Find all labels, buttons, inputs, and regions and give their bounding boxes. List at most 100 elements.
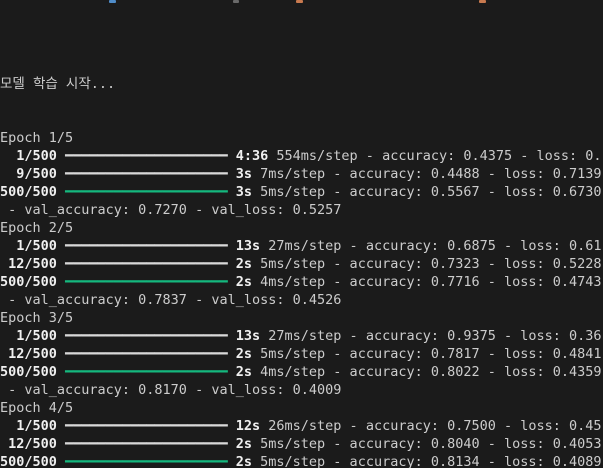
spacer xyxy=(57,418,65,434)
spacer xyxy=(57,346,65,362)
step-counter: 500/500 xyxy=(0,364,57,380)
progress-bar: ━━━━━━━━━━━━━━━━━━━━ xyxy=(65,148,228,164)
progress-line: 1/500 ━━━━━━━━━━━━━━━━━━━━ 13s 27ms/step… xyxy=(0,237,603,255)
spacer xyxy=(252,346,260,362)
spacer xyxy=(228,256,236,272)
start-message: 모델 학습 시작... xyxy=(0,76,116,92)
step-counter: 500/500 xyxy=(0,454,57,468)
validation-metrics-line: - val_accuracy: 0.8170 - val_loss: 0.400… xyxy=(0,382,342,398)
progress-line: 500/500 ━━━━━━━━━━━━━━━━━━━━ 2s 5ms/step… xyxy=(0,453,603,468)
eta-time: 2s xyxy=(235,364,253,380)
eta-time: 13s xyxy=(235,328,261,344)
metrics-text: 26ms/step - accuracy: 0.7500 - loss: 0.4… xyxy=(268,418,602,434)
progress-bar: ━━━━━━━━━━━━━━━━━━━━ xyxy=(65,238,228,254)
spacer xyxy=(57,166,65,182)
step-counter: 12/500 xyxy=(0,436,57,452)
step-counter: 1/500 xyxy=(0,238,57,254)
spacer xyxy=(228,148,236,164)
progress-bar: ━━━━━━━━━━━━━━━━━━━━ xyxy=(65,418,228,434)
progress-line: 500/500 ━━━━━━━━━━━━━━━━━━━━ 2s 4ms/step… xyxy=(0,363,603,381)
progress-line: 1/500 ━━━━━━━━━━━━━━━━━━━━ 4:36 554ms/st… xyxy=(0,147,603,165)
eta-time: 2s xyxy=(235,436,253,452)
eta-time: 2s xyxy=(235,346,253,362)
progress-line: 500/500 ━━━━━━━━━━━━━━━━━━━━ 3s 5ms/step… xyxy=(0,183,603,201)
validation-metrics-line: - val_accuracy: 0.7837 - val_loss: 0.452… xyxy=(0,292,342,308)
clipped-text-fragment xyxy=(109,0,116,3)
epoch-header: Epoch 2/5 xyxy=(0,220,74,236)
progress-bar: ━━━━━━━━━━━━━━━━━━━━ xyxy=(65,454,228,468)
metrics-text: 7ms/step - accuracy: 0.4488 - loss: 0.71… xyxy=(260,166,602,182)
progress-bar: ━━━━━━━━━━━━━━━━━━━━ xyxy=(65,346,228,362)
step-counter: 12/500 xyxy=(0,256,57,272)
progress-line: 12/500 ━━━━━━━━━━━━━━━━━━━━ 2s 5ms/step … xyxy=(0,345,603,363)
spacer xyxy=(228,346,236,362)
progress-bar: ━━━━━━━━━━━━━━━━━━━━ xyxy=(65,166,228,182)
spacer xyxy=(57,256,65,272)
step-counter: 12/500 xyxy=(0,346,57,362)
eta-time: 3s xyxy=(235,184,253,200)
eta-time: 2s xyxy=(235,454,253,468)
step-counter: 1/500 xyxy=(0,328,57,344)
step-counter: 1/500 xyxy=(0,418,57,434)
metrics-text: 27ms/step - accuracy: 0.6875 - loss: 0.6… xyxy=(268,238,602,254)
progress-line: 1/500 ━━━━━━━━━━━━━━━━━━━━ 12s 26ms/step… xyxy=(0,417,603,435)
metrics-text: 5ms/step - accuracy: 0.8040 - loss: 0.40… xyxy=(260,436,602,452)
spacer xyxy=(252,184,260,200)
metrics-text: 27ms/step - accuracy: 0.9375 - loss: 0.3… xyxy=(268,328,602,344)
progress-line: 1/500 ━━━━━━━━━━━━━━━━━━━━ 13s 27ms/step… xyxy=(0,327,603,345)
eta-time: 12s xyxy=(235,418,261,434)
eta-time: 3s xyxy=(235,166,253,182)
spacer xyxy=(228,166,236,182)
step-counter: 500/500 xyxy=(0,274,57,290)
spacer xyxy=(57,274,65,290)
spacer xyxy=(228,454,236,468)
metrics-text: 4ms/step - accuracy: 0.8022 - loss: 0.43… xyxy=(260,364,602,380)
epoch-header: Epoch 3/5 xyxy=(0,310,74,326)
spacer xyxy=(228,364,236,380)
progress-bar: ━━━━━━━━━━━━━━━━━━━━ xyxy=(65,364,228,380)
step-counter: 9/500 xyxy=(0,166,57,182)
progress-line: 9/500 ━━━━━━━━━━━━━━━━━━━━ 3s 7ms/step -… xyxy=(0,165,603,183)
metrics-text: 5ms/step - accuracy: 0.5567 - loss: 0.67… xyxy=(260,184,602,200)
spacer xyxy=(57,454,65,468)
spacer xyxy=(252,364,260,380)
progress-line: 500/500 ━━━━━━━━━━━━━━━━━━━━ 2s 4ms/step… xyxy=(0,273,603,291)
spacer xyxy=(252,256,260,272)
spacer xyxy=(228,418,236,434)
spacer xyxy=(252,436,260,452)
spacer xyxy=(252,166,260,182)
step-counter: 1/500 xyxy=(0,148,57,164)
spacer xyxy=(228,436,236,452)
eta-time: 4:36 xyxy=(235,148,269,164)
metrics-text: 554ms/step - accuracy: 0.4375 - loss: 0. xyxy=(276,148,602,164)
spacer xyxy=(252,274,260,290)
spacer xyxy=(57,238,65,254)
training-log: Epoch 1/5 1/500 ━━━━━━━━━━━━━━━━━━━━ 4:3… xyxy=(0,129,603,468)
progress-line: 12/500 ━━━━━━━━━━━━━━━━━━━━ 2s 5ms/step … xyxy=(0,435,603,453)
eta-time: 2s xyxy=(235,274,253,290)
metrics-text: 5ms/step - accuracy: 0.7817 - loss: 0.48… xyxy=(260,346,602,362)
progress-bar: ━━━━━━━━━━━━━━━━━━━━ xyxy=(65,328,228,344)
validation-metrics-line: - val_accuracy: 0.7270 - val_loss: 0.525… xyxy=(0,202,342,218)
eta-time: 13s xyxy=(235,238,261,254)
spacer xyxy=(228,328,236,344)
progress-bar: ━━━━━━━━━━━━━━━━━━━━ xyxy=(65,274,228,290)
clipped-text-fragment xyxy=(479,0,486,3)
spacer xyxy=(228,274,236,290)
progress-bar: ━━━━━━━━━━━━━━━━━━━━ xyxy=(65,184,228,200)
spacer xyxy=(252,454,260,468)
spacer xyxy=(228,238,236,254)
clipped-text-fragment xyxy=(233,0,239,3)
eta-time: 2s xyxy=(235,256,253,272)
metrics-text: 5ms/step - accuracy: 0.8134 - loss: 0.40… xyxy=(260,454,602,468)
metrics-text: 4ms/step - accuracy: 0.7716 - loss: 0.47… xyxy=(260,274,602,290)
progress-line: 12/500 ━━━━━━━━━━━━━━━━━━━━ 2s 5ms/step … xyxy=(0,255,603,273)
spacer xyxy=(57,148,65,164)
epoch-header: Epoch 4/5 xyxy=(0,400,74,416)
progress-bar: ━━━━━━━━━━━━━━━━━━━━ xyxy=(65,256,228,272)
epoch-header: Epoch 1/5 xyxy=(0,130,74,146)
metrics-text: 5ms/step - accuracy: 0.7323 - loss: 0.52… xyxy=(260,256,602,272)
spacer xyxy=(57,184,65,200)
spacer xyxy=(228,184,236,200)
